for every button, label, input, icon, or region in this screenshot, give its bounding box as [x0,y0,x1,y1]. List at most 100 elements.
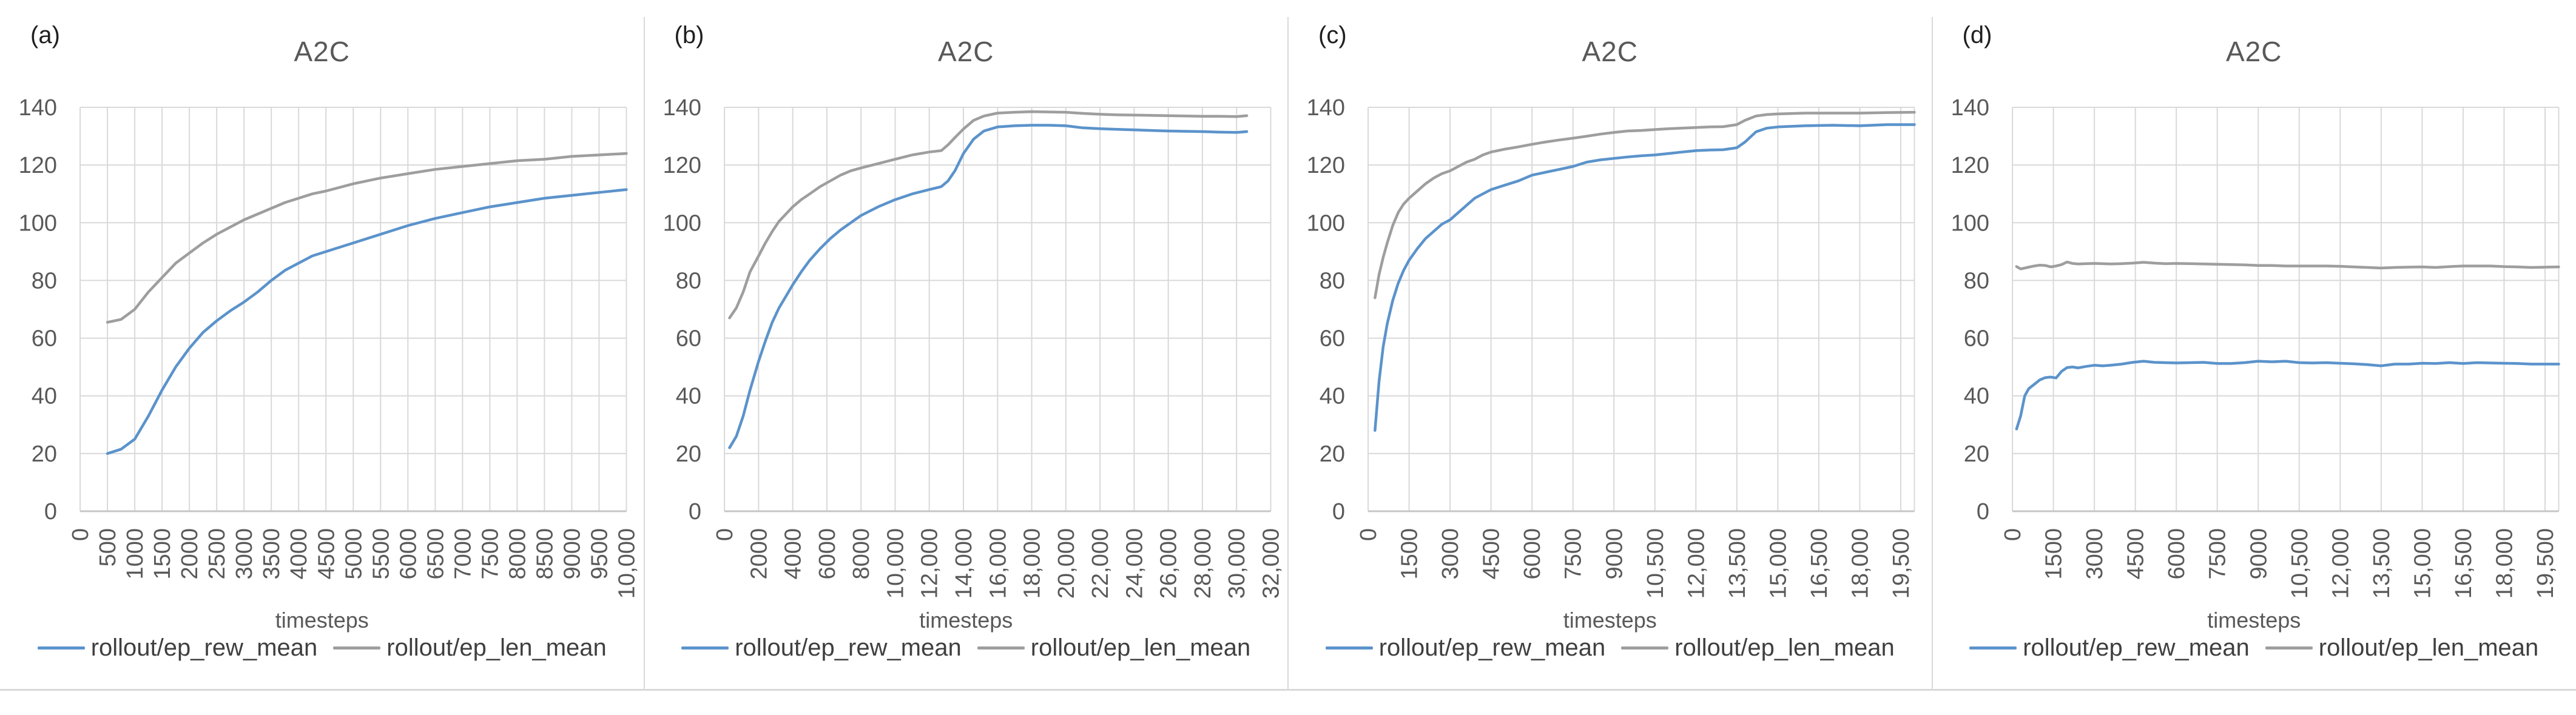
legend-label-len: rollout/ep_len_mean [1030,634,1251,661]
panel-letter-b: (b) [674,22,704,49]
svg-text:2000: 2000 [177,528,203,580]
chart-panel-b: 0 20 40 60 80 100 120 140 0 2000 4000 6000 8000 10,00… [643,0,1289,689]
x-axis-title-b: timesteps [919,608,1013,633]
chart-panel-d: 0 20 40 60 80 100 120 140 0 1500 3000 4500 6000 7500 9… [1931,0,2576,689]
svg-text:5500: 5500 [368,528,394,580]
svg-text:0: 0 [1332,499,1345,525]
svg-text:18,000: 18,000 [1019,528,1045,599]
svg-text:28,000: 28,000 [1190,528,1215,599]
svg-text:24,000: 24,000 [1122,528,1147,599]
svg-text:0: 0 [68,528,93,541]
panel-divider [1931,17,1933,689]
svg-text:7500: 7500 [477,528,503,580]
svg-text:8500: 8500 [532,528,558,580]
svg-text:100: 100 [1307,210,1345,236]
legend-line-rew-icon [1325,646,1373,650]
svg-text:10,500: 10,500 [2287,528,2312,599]
legend-line-len-icon [333,646,381,650]
legend-item-len: rollout/ep_len_mean [333,634,607,662]
chart-title-b: A2C [938,36,994,67]
svg-text:10,000: 10,000 [614,528,639,599]
svg-text:100: 100 [1951,210,1989,236]
svg-text:4000: 4000 [780,528,806,580]
svg-text:0: 0 [712,528,738,541]
svg-text:13,500: 13,500 [2369,528,2394,599]
x-axis-title-a: timesteps [275,608,369,633]
legend-label-len: rollout/ep_len_mean [1674,634,1895,661]
svg-text:6000: 6000 [814,528,840,580]
chart-title-c: A2C [1582,36,1638,67]
svg-text:6000: 6000 [396,528,421,580]
svg-text:15,000: 15,000 [2410,528,2435,599]
svg-text:0: 0 [688,499,701,525]
svg-text:16,500: 16,500 [1807,528,1832,599]
panel-letter-a: (a) [30,22,60,49]
svg-text:140: 140 [1951,95,1989,121]
svg-text:140: 140 [1307,95,1345,121]
legend-item-len: rollout/ep_len_mean [977,634,1250,662]
svg-text:20: 20 [1320,441,1345,467]
svg-text:8000: 8000 [505,528,530,580]
svg-text:16,500: 16,500 [2450,528,2476,599]
svg-text:9000: 9000 [559,528,585,580]
svg-text:7000: 7000 [450,528,476,580]
svg-text:18,000: 18,000 [1847,528,1873,599]
panel-divider [643,17,645,689]
legend-label-len: rollout/ep_len_mean [386,634,607,661]
svg-text:1500: 1500 [150,528,175,580]
legend-item-rew: rollout/ep_rew_mean [37,634,318,662]
svg-text:20: 20 [675,441,701,467]
legend-item-rew: rollout/ep_rew_mean [1969,634,2250,662]
svg-text:6000: 6000 [1520,528,1545,580]
chart-panel-c: 0 20 40 60 80 100 120 140 0 1500 3000 4500 6000 7500 9… [1287,0,1932,689]
svg-text:4000: 4000 [286,528,312,580]
svg-text:14,000: 14,000 [951,528,976,599]
svg-text:0: 0 [44,499,57,525]
svg-text:20: 20 [32,441,57,467]
legend-item-len: rollout/ep_len_mean [1621,634,1895,662]
svg-text:40: 40 [1320,384,1345,409]
svg-text:20: 20 [1963,441,1989,467]
svg-text:4500: 4500 [2123,528,2148,580]
svg-text:120: 120 [663,153,701,178]
svg-text:30,000: 30,000 [1224,528,1250,599]
svg-text:7500: 7500 [2205,528,2230,580]
svg-text:60: 60 [32,326,57,352]
svg-text:32,000: 32,000 [1258,528,1284,599]
svg-text:60: 60 [1320,326,1345,352]
svg-text:80: 80 [32,268,57,294]
svg-text:19,500: 19,500 [1889,528,1914,599]
svg-text:500: 500 [95,528,121,566]
legend-line-rew-icon [1969,646,2017,650]
svg-text:4500: 4500 [314,528,339,580]
legend-label-rew: rollout/ep_rew_mean [90,634,318,661]
chart-panel-a: 0 20 40 60 80 100 120 140 0 500 1000 1500 2000 2500 30… [0,0,644,689]
legend-label-len: rollout/ep_len_mean [2318,634,2539,661]
svg-text:12,000: 12,000 [917,528,942,599]
svg-text:80: 80 [675,268,701,294]
svg-text:80: 80 [1963,268,1989,294]
chart-plot-c: 0 20 40 60 80 100 120 140 0 1500 3000 4500 6000 7500 9… [1307,95,1916,599]
legend-item-rew: rollout/ep_rew_mean [1325,634,1606,662]
svg-text:22,000: 22,000 [1088,528,1113,599]
legend-label-rew: rollout/ep_rew_mean [1378,634,1606,661]
svg-text:7500: 7500 [1561,528,1586,580]
figure-a2c-panels: 0 20 40 60 80 100 120 140 0 500 1000 1500 2000 2500 30… [0,0,2576,691]
svg-text:60: 60 [675,326,701,352]
svg-text:120: 120 [1307,153,1345,178]
svg-text:12,000: 12,000 [1684,528,1709,599]
svg-text:1000: 1000 [123,528,148,580]
legend-label-rew: rollout/ep_rew_mean [735,634,962,661]
legend-line-rew-icon [681,646,729,650]
legend-label-rew: rollout/ep_rew_mean [2023,634,2250,661]
svg-text:18,000: 18,000 [2492,528,2517,599]
svg-text:100: 100 [19,210,57,236]
legend-line-rew-icon [37,646,85,650]
legend-line-len-icon [1621,646,1669,650]
svg-text:19,500: 19,500 [2532,528,2558,599]
legend-b: rollout/ep_rew_mean rollout/ep_len_mean [644,634,1289,662]
svg-text:0: 0 [2000,528,2026,541]
chart-title-a: A2C [294,36,350,67]
legend-line-len-icon [977,646,1025,650]
svg-text:140: 140 [19,95,57,121]
